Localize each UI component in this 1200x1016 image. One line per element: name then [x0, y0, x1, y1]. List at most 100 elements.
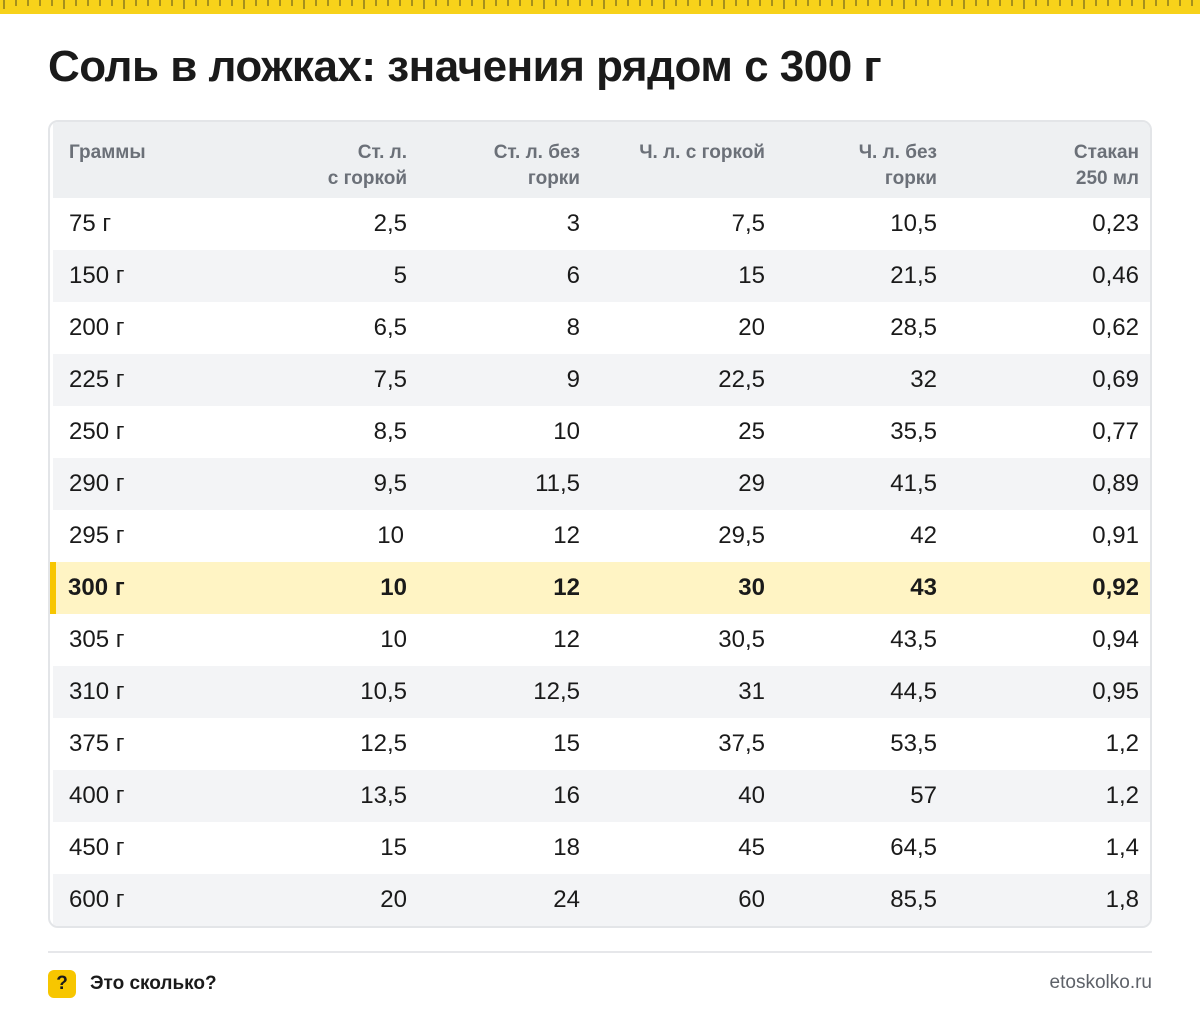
page-title: Соль в ложках: значения рядом с 300 г — [48, 42, 882, 91]
value-cell: 28,5 — [890, 314, 937, 341]
table-row: 225 г 7,5 9 22,5 32 0,69 — [53, 354, 1150, 406]
value-cell: 12 — [553, 626, 580, 653]
grams-cell: 375 г — [69, 730, 125, 757]
value-cell: 10 — [377, 522, 404, 549]
value-cell: 85,5 — [890, 886, 937, 913]
value-cell: 0,69 — [1092, 366, 1139, 393]
value-cell: 30 — [738, 574, 765, 601]
column-header-line: с горкой — [327, 168, 407, 189]
table-row: 600 г 20 24 60 85,5 1,8 — [53, 874, 1150, 926]
grams-cell: 305 г — [69, 626, 125, 653]
column-header-line: Ст. л. — [357, 142, 407, 163]
table-row: 400 г 13,5 16 40 57 1,2 — [53, 770, 1150, 822]
value-cell: 29,5 — [718, 522, 765, 549]
value-cell: 12,5 — [533, 678, 580, 705]
column-header-line: Ст. л. без — [493, 142, 580, 163]
value-cell: 1,4 — [1105, 834, 1139, 861]
value-cell: 0,77 — [1092, 418, 1139, 445]
value-cell: 40 — [738, 782, 765, 809]
value-cell: 8 — [566, 314, 580, 341]
table-row: 375 г 12,5 15 37,5 53,5 1,2 — [53, 718, 1150, 770]
table-row: 450 г 15 18 45 64,5 1,4 — [53, 822, 1150, 874]
column-header: Стакан 250 мл — [953, 122, 1150, 198]
value-cell: 29 — [738, 470, 765, 497]
value-cell: 0,89 — [1092, 470, 1139, 497]
value-cell: 35,5 — [890, 418, 937, 445]
value-cell: 1,2 — [1105, 782, 1139, 809]
table-row-highlighted: 300 г 10 12 30 43 0,92 — [50, 562, 1150, 614]
grams-cell: 295 г — [69, 522, 125, 549]
table-row: 290 г 9,5 11,5 29 41,5 0,89 — [53, 458, 1150, 510]
value-cell: 0,95 — [1092, 678, 1139, 705]
value-cell: 37,5 — [718, 730, 765, 757]
value-cell: 43,5 — [890, 626, 937, 653]
column-header-line: Стакан — [1073, 142, 1139, 163]
value-cell: 25 — [738, 418, 765, 445]
value-cell: 7,5 — [731, 210, 765, 237]
grams-cell: 150 г — [69, 262, 125, 289]
grams-cell: 250 г — [69, 418, 125, 445]
value-cell: 24 — [553, 886, 580, 913]
table-row: 295 г 10 12 29,5 42 0,91 — [53, 510, 1150, 562]
value-cell: 10 — [380, 626, 407, 653]
grams-cell: 200 г — [69, 314, 125, 341]
value-cell: 1,2 — [1105, 730, 1139, 757]
grams-cell: 300 г — [50, 562, 243, 614]
value-cell: 57 — [910, 782, 937, 809]
value-cell: 21,5 — [890, 262, 937, 289]
column-header-line: Граммы — [69, 142, 146, 163]
value-cell: 10,5 — [890, 210, 937, 237]
value-cell: 15 — [738, 262, 765, 289]
value-cell: 10,5 — [360, 678, 407, 705]
grams-cell: 310 г — [69, 678, 125, 705]
table-row: 305 г 10 12 30,5 43,5 0,94 — [53, 614, 1150, 666]
grams-cell: 600 г — [69, 886, 125, 913]
value-cell: 30,5 — [718, 626, 765, 653]
table-row: 250 г 8,5 10 25 35,5 0,77 — [53, 406, 1150, 458]
value-cell: 8,5 — [373, 418, 407, 445]
ruler-ticks — [3, 0, 1193, 9]
question-mark-icon: ? — [48, 970, 76, 998]
value-cell: 0,94 — [1092, 626, 1139, 653]
table-row: 310 г 10,5 12,5 31 44,5 0,95 — [53, 666, 1150, 718]
column-header: Ч. л. без горки — [781, 122, 953, 198]
brand[interactable]: ? Это сколько? — [48, 969, 217, 999]
column-header-line: горки — [527, 168, 580, 189]
value-cell: 22,5 — [718, 366, 765, 393]
column-header-line: Ч. л. без — [858, 142, 937, 163]
value-cell: 64,5 — [890, 834, 937, 861]
value-cell: 5 — [393, 262, 407, 289]
grams-cell: 75 г — [69, 210, 112, 237]
table-row: 200 г 6,5 8 20 28,5 0,62 — [53, 302, 1150, 354]
value-cell: 1,8 — [1105, 886, 1139, 913]
table-row: 75 г 2,5 3 7,5 10,5 0,23 — [53, 198, 1150, 250]
value-cell: 11,5 — [535, 470, 580, 497]
value-cell: 12 — [553, 574, 580, 601]
value-cell: 3 — [566, 210, 580, 237]
value-cell: 20 — [738, 314, 765, 341]
value-cell: 0,46 — [1092, 262, 1139, 289]
value-cell: 9,5 — [373, 470, 407, 497]
value-cell: 15 — [553, 730, 580, 757]
value-cell: 44,5 — [890, 678, 937, 705]
value-cell: 2,5 — [373, 210, 407, 237]
table-header-row: Граммы Ст. л. с горкой Ст. л. без горки Ч. л.… — [53, 122, 1150, 198]
value-cell: 45 — [738, 834, 765, 861]
value-cell: 0,91 — [1092, 522, 1139, 549]
grams-cell: 400 г — [69, 782, 125, 809]
column-header-line: 250 мл — [1075, 168, 1139, 189]
footer-divider — [48, 951, 1152, 953]
value-cell: 41,5 — [890, 470, 937, 497]
value-cell: 6 — [566, 262, 580, 289]
value-cell: 13,5 — [360, 782, 407, 809]
ruler-strip — [0, 0, 1200, 14]
value-cell: 60 — [738, 886, 765, 913]
value-cell: 53,5 — [890, 730, 937, 757]
site-link[interactable]: etoskolko.ru — [1049, 972, 1152, 993]
table-body: 75 г 2,5 3 7,5 10,5 0,23 150 г 5 6 15 21,5 0,46 200 … — [50, 198, 1150, 926]
value-cell: 31 — [738, 678, 765, 705]
value-cell: 32 — [910, 366, 937, 393]
value-cell: 6,5 — [373, 314, 407, 341]
value-cell: 0,62 — [1092, 314, 1139, 341]
value-cell: 42 — [910, 522, 937, 549]
